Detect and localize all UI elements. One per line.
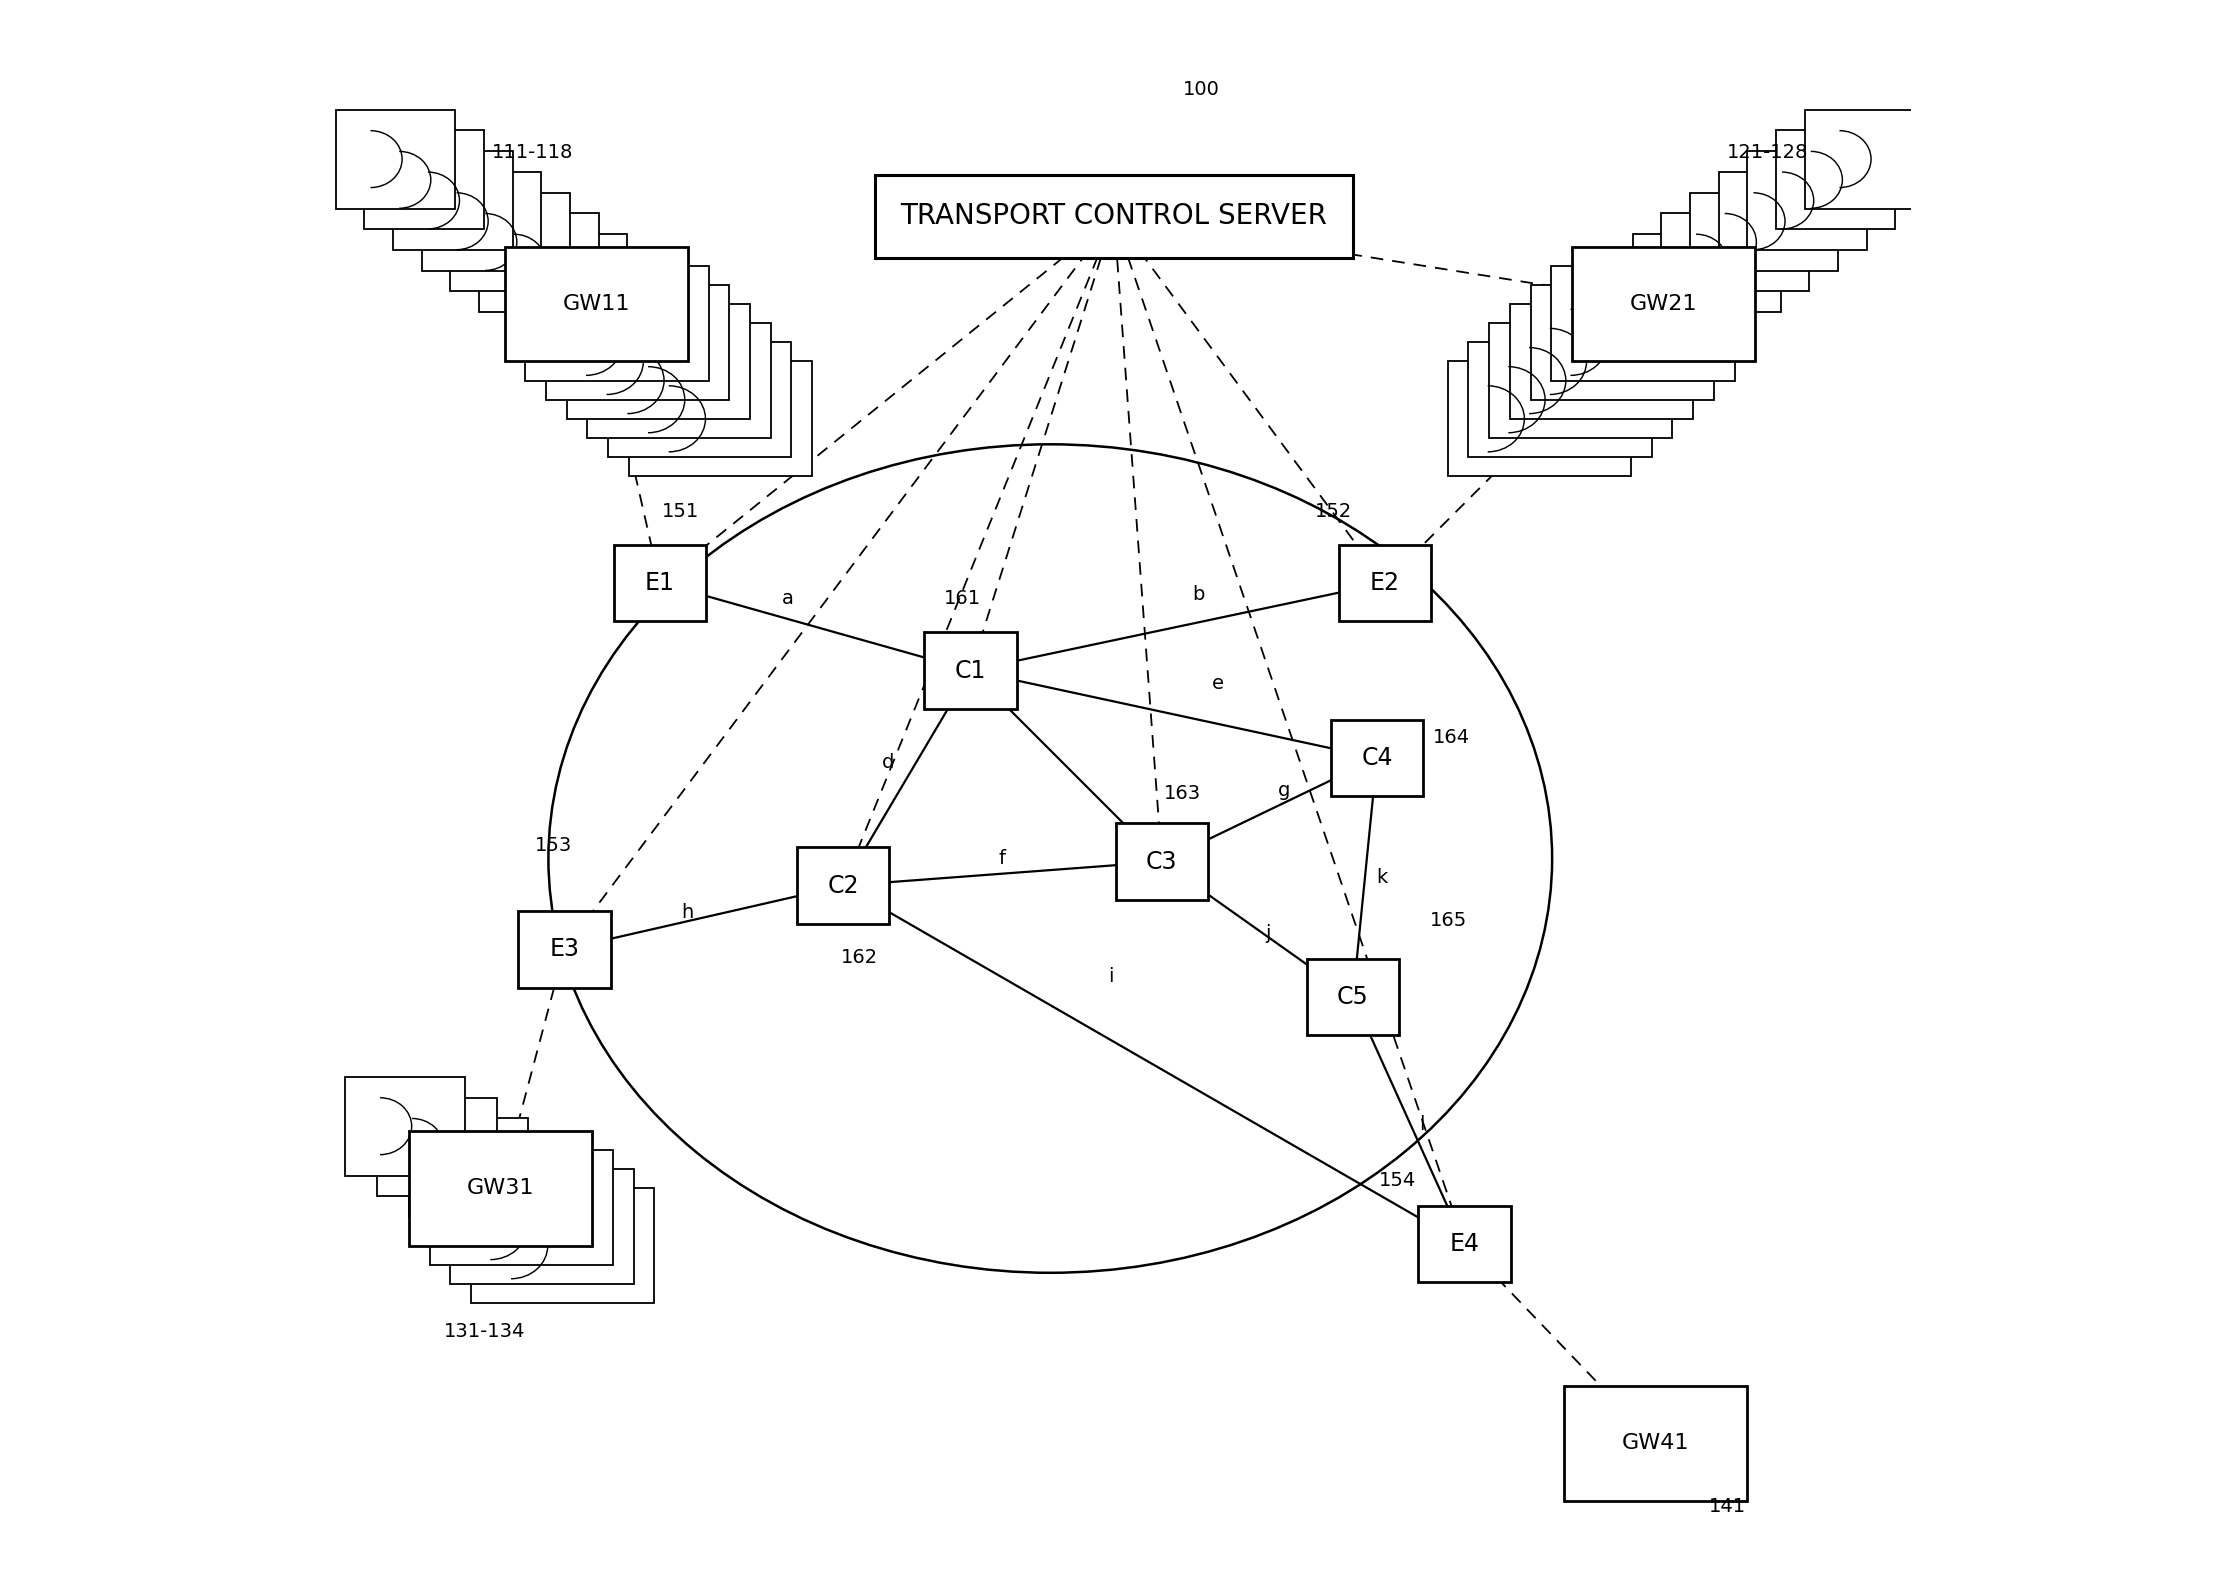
Text: GW41: GW41 — [1622, 1433, 1689, 1454]
Text: E1: E1 — [644, 571, 675, 595]
Text: k: k — [1377, 868, 1388, 887]
FancyBboxPatch shape — [1468, 342, 1651, 456]
FancyBboxPatch shape — [1488, 324, 1673, 437]
FancyBboxPatch shape — [1511, 305, 1693, 418]
Text: 164: 164 — [1433, 728, 1470, 747]
FancyBboxPatch shape — [526, 267, 709, 380]
Text: 152: 152 — [1315, 501, 1352, 520]
FancyBboxPatch shape — [1531, 286, 1713, 399]
FancyBboxPatch shape — [628, 361, 811, 476]
Text: C3: C3 — [1145, 849, 1179, 873]
Text: GW21: GW21 — [1631, 294, 1698, 314]
FancyBboxPatch shape — [504, 247, 688, 361]
Text: C5: C5 — [1337, 985, 1368, 1009]
FancyBboxPatch shape — [566, 305, 751, 418]
Text: E2: E2 — [1370, 571, 1399, 595]
FancyBboxPatch shape — [336, 110, 455, 209]
FancyBboxPatch shape — [377, 1098, 497, 1197]
Text: 162: 162 — [840, 948, 878, 967]
Text: TRANSPORT CONTROL SERVER: TRANSPORT CONTROL SERVER — [900, 203, 1328, 230]
FancyBboxPatch shape — [430, 1151, 613, 1264]
FancyBboxPatch shape — [519, 911, 610, 988]
Text: 121-128: 121-128 — [1727, 144, 1807, 163]
FancyBboxPatch shape — [925, 632, 1016, 709]
Text: 151: 151 — [662, 501, 700, 520]
Text: h: h — [682, 903, 693, 922]
FancyBboxPatch shape — [1662, 214, 1780, 313]
FancyBboxPatch shape — [1116, 824, 1208, 900]
FancyBboxPatch shape — [421, 172, 541, 271]
Text: 154: 154 — [1379, 1171, 1417, 1191]
Text: E4: E4 — [1450, 1232, 1479, 1256]
FancyBboxPatch shape — [1564, 1385, 1747, 1500]
FancyBboxPatch shape — [1633, 235, 1751, 334]
FancyBboxPatch shape — [470, 1189, 655, 1302]
FancyBboxPatch shape — [345, 1077, 466, 1176]
Text: 163: 163 — [1163, 784, 1201, 803]
Text: C1: C1 — [956, 659, 987, 683]
FancyBboxPatch shape — [410, 1119, 528, 1218]
Text: e: e — [1212, 674, 1223, 693]
FancyBboxPatch shape — [1551, 267, 1736, 380]
FancyBboxPatch shape — [479, 214, 599, 313]
FancyBboxPatch shape — [410, 1132, 593, 1246]
FancyBboxPatch shape — [1308, 959, 1399, 1036]
Text: f: f — [998, 849, 1007, 868]
FancyBboxPatch shape — [546, 286, 729, 399]
Text: E3: E3 — [550, 937, 579, 961]
FancyBboxPatch shape — [450, 1170, 633, 1283]
Text: C4: C4 — [1361, 747, 1392, 771]
FancyBboxPatch shape — [1776, 131, 1896, 230]
Text: C2: C2 — [827, 873, 860, 897]
Text: l: l — [1419, 1116, 1424, 1135]
Text: 161: 161 — [945, 589, 980, 608]
Text: 100: 100 — [1183, 80, 1221, 99]
FancyBboxPatch shape — [608, 342, 791, 456]
FancyBboxPatch shape — [1718, 172, 1838, 271]
FancyBboxPatch shape — [1419, 1207, 1511, 1282]
Text: j: j — [1266, 924, 1272, 943]
FancyBboxPatch shape — [588, 324, 771, 437]
FancyBboxPatch shape — [1747, 152, 1867, 251]
FancyBboxPatch shape — [1691, 193, 1809, 292]
Text: 111-118: 111-118 — [492, 144, 573, 163]
Text: 165: 165 — [1430, 911, 1468, 930]
Text: GW11: GW11 — [561, 294, 631, 314]
FancyBboxPatch shape — [1805, 110, 1925, 209]
Text: i: i — [1107, 967, 1114, 986]
Text: 131-134: 131-134 — [443, 1321, 526, 1341]
FancyBboxPatch shape — [876, 176, 1352, 259]
FancyBboxPatch shape — [365, 131, 483, 230]
Text: 141: 141 — [1709, 1497, 1747, 1516]
Text: b: b — [1192, 584, 1205, 603]
FancyBboxPatch shape — [450, 193, 570, 292]
Text: d: d — [882, 753, 893, 772]
Text: 153: 153 — [535, 836, 573, 855]
FancyBboxPatch shape — [1573, 247, 1756, 361]
FancyBboxPatch shape — [613, 544, 706, 621]
FancyBboxPatch shape — [798, 847, 889, 924]
Text: a: a — [782, 589, 793, 608]
FancyBboxPatch shape — [1330, 720, 1424, 796]
FancyBboxPatch shape — [1339, 544, 1430, 621]
FancyBboxPatch shape — [392, 152, 512, 251]
Text: GW31: GW31 — [468, 1178, 535, 1199]
FancyBboxPatch shape — [508, 235, 628, 334]
FancyBboxPatch shape — [1448, 361, 1631, 476]
Text: g: g — [1279, 780, 1290, 800]
